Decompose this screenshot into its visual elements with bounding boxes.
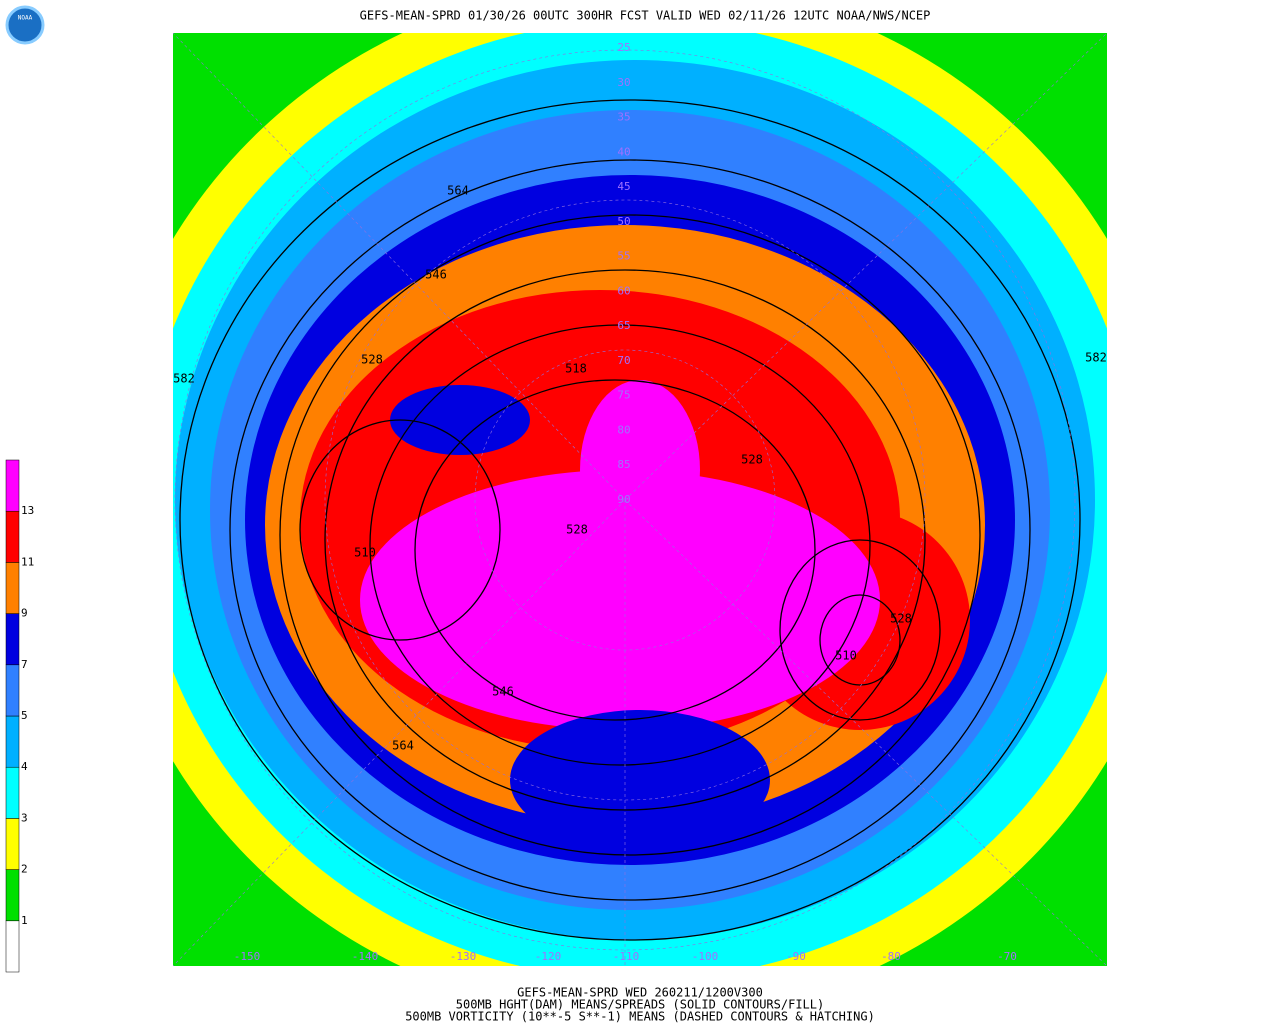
contour-label: 582	[173, 372, 195, 386]
title: GEFS-MEAN-SPRD 01/30/26 00UTC 300HR FCST…	[360, 9, 931, 23]
contour-label: 528	[741, 453, 763, 467]
contour-label: 510	[835, 649, 857, 663]
footer-line: 500MB HGHT(DAM) MEANS/SPREADS (SOLID CON…	[456, 998, 824, 1012]
noaa-logo: NOAA	[5, 5, 45, 45]
color-bar-segment	[5, 869, 20, 922]
latitude-label: 55	[617, 250, 630, 263]
contour-label: 528	[566, 523, 588, 537]
color-bar-label: 3	[21, 811, 28, 824]
footer-line: 500MB VORTICITY (10**-5 S**-1) MEANS (DA…	[405, 1010, 875, 1024]
color-bar-segment	[5, 510, 20, 563]
color-bar-segment	[5, 766, 20, 819]
color-bar-label: 2	[21, 863, 28, 876]
color-bar-segment	[5, 920, 20, 973]
longitude-label: -90	[786, 950, 806, 963]
latitude-label: 40	[617, 145, 630, 158]
longitude-label: -70	[997, 950, 1017, 963]
footer-line: GEFS-MEAN-SPRD WED 260211/1200V300	[517, 986, 763, 1000]
contour-label: 564	[392, 739, 414, 753]
color-bar-segment	[5, 664, 20, 717]
latitude-label: 35	[617, 111, 630, 124]
latitude-label: 85	[617, 458, 630, 471]
longitude-label: -100	[692, 950, 719, 963]
color-bar-label: 4	[21, 760, 28, 773]
latitude-label: 75	[617, 389, 630, 402]
longitude-label: -140	[352, 950, 379, 963]
longitude-label: -120	[535, 950, 562, 963]
color-bar-label: 11	[21, 555, 34, 568]
longitude-label: -110	[613, 950, 640, 963]
longitude-label: -80	[881, 950, 901, 963]
contour-label: 564	[447, 184, 469, 198]
color-bar-segment	[5, 459, 20, 512]
contour-label: 546	[425, 268, 447, 282]
contour-label: 518	[565, 362, 587, 376]
latitude-label: 70	[617, 354, 630, 367]
latitude-label: 60	[617, 284, 630, 297]
color-bar-segment	[5, 715, 20, 768]
color-bar-segment	[5, 818, 20, 870]
contour-label: 510	[354, 546, 376, 560]
map	[173, 33, 1107, 966]
color-bar-label: 5	[21, 709, 28, 722]
contour-label: 528	[890, 612, 912, 626]
latitude-label: 45	[617, 180, 630, 193]
logo-text: NOAA	[18, 15, 33, 22]
contour-label: 546	[492, 685, 514, 699]
latitude-label: 90	[617, 493, 630, 506]
longitude-label: -150	[234, 950, 261, 963]
longitude-label: -130	[450, 950, 477, 963]
color-bar-label: 13	[21, 504, 34, 517]
latitude-label: 80	[617, 423, 630, 436]
latitude-label: 65	[617, 319, 630, 332]
latitude-label: 25	[617, 41, 630, 54]
latitude-label: 50	[617, 215, 630, 228]
latitude-label: 30	[617, 76, 630, 89]
color-bar-segment	[5, 613, 20, 666]
color-bar-label: 9	[21, 607, 28, 620]
color-bar-segment	[5, 562, 20, 614]
color-bar-label: 1	[21, 914, 28, 927]
contour-label: 528	[361, 353, 383, 367]
contour-label: 582	[1085, 351, 1107, 365]
color-bar-label: 7	[21, 658, 28, 671]
color-bar: 1 2 3 4 5 7 9 11 13	[5, 459, 34, 973]
